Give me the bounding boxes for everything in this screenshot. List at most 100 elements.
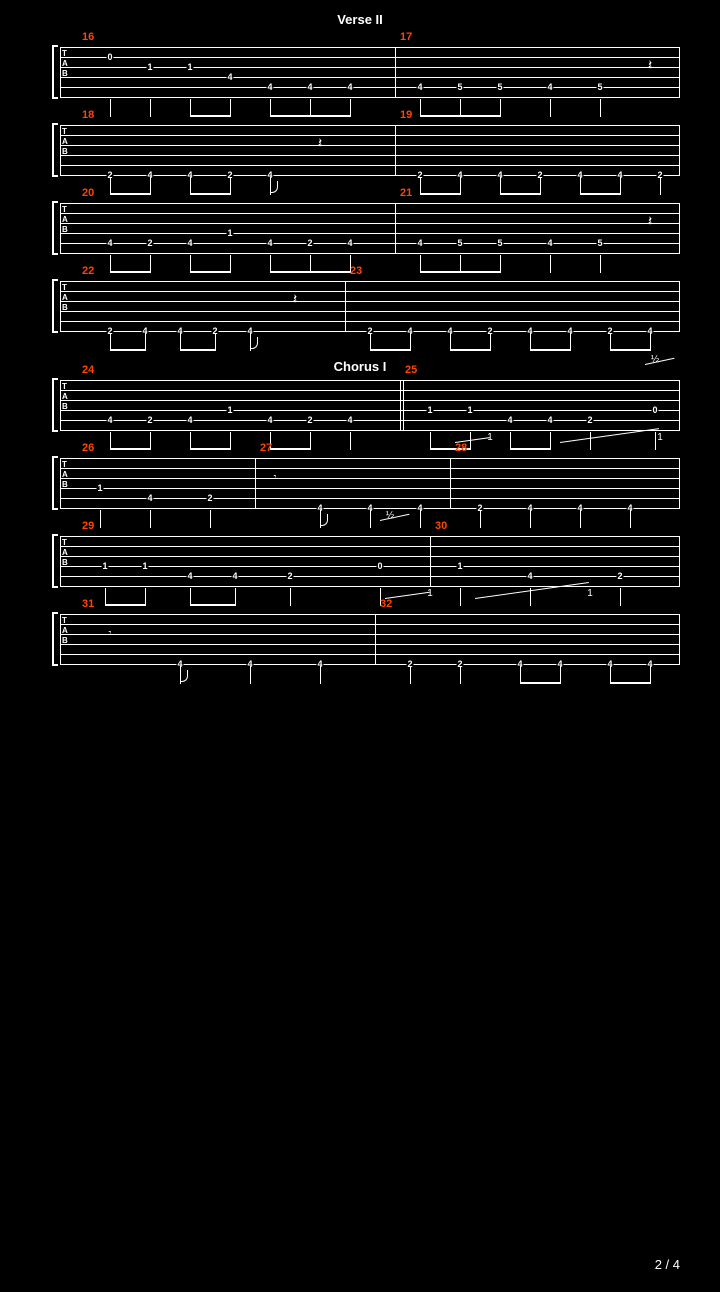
note-stem	[310, 432, 311, 450]
section-title: Chorus I	[0, 359, 720, 374]
barline	[375, 614, 376, 664]
measure-number: 27	[260, 442, 272, 454]
note-stem	[500, 255, 501, 273]
tab-note: 2	[306, 415, 313, 425]
beam	[190, 193, 230, 195]
tab-note: 4	[146, 493, 153, 503]
beam	[110, 448, 150, 450]
tab-note: 1	[426, 405, 433, 415]
note-stem	[100, 510, 101, 528]
note-stem	[350, 432, 351, 450]
stem-flag	[180, 670, 188, 682]
barline	[395, 125, 396, 175]
stem-flag	[250, 337, 258, 349]
measure-number: 28	[455, 442, 467, 454]
note-stem	[150, 510, 151, 528]
tab-staff: TAB2042414242145545𝄽	[60, 203, 680, 253]
staff-bracket	[52, 279, 58, 333]
rest: 𝄽	[318, 135, 322, 152]
stem-flag	[320, 514, 328, 526]
note-stem	[420, 510, 421, 528]
tab-note: 0	[106, 52, 113, 62]
beam	[110, 349, 145, 351]
beam	[580, 193, 620, 195]
note-stem	[590, 432, 591, 450]
beam	[270, 271, 310, 273]
note-stem	[150, 255, 151, 273]
beam	[190, 115, 230, 117]
beam	[310, 271, 350, 273]
tab-note: 2	[306, 238, 313, 248]
measure-number: 29	[82, 520, 94, 532]
tab-clef: TAB	[62, 205, 68, 235]
tab-staff: TAB1824424𝄽192442442	[60, 125, 680, 175]
note-stem	[630, 510, 631, 528]
barline	[679, 614, 680, 664]
tab-note: 4	[106, 238, 113, 248]
note-stem	[150, 432, 151, 450]
barline	[679, 380, 680, 430]
tab-note: 5	[456, 82, 463, 92]
tab-clef: TAB	[62, 460, 68, 490]
tab-note: 1	[101, 561, 108, 571]
beam	[190, 448, 230, 450]
barline	[430, 536, 431, 586]
note-stem	[320, 666, 321, 684]
section-title: Verse II	[0, 12, 720, 27]
tab-note: 1	[226, 228, 233, 238]
slide-line	[380, 514, 410, 521]
tab-note: 4	[346, 82, 353, 92]
staff-bracket	[52, 378, 58, 432]
tab-note: 1	[146, 62, 153, 72]
tab-note: 4	[546, 82, 553, 92]
tab-staff: TAB1601144441745545𝄽	[60, 47, 680, 97]
beam	[420, 115, 460, 117]
note-stem	[500, 99, 501, 117]
note-stem	[470, 432, 471, 450]
note-stem	[410, 666, 411, 684]
beam	[420, 271, 460, 273]
page-number: 2 / 4	[655, 1257, 680, 1272]
barline	[450, 458, 451, 508]
bend-annotation: 1	[587, 588, 593, 599]
barline	[679, 47, 680, 97]
beam	[460, 271, 500, 273]
tab-note: 4	[186, 571, 193, 581]
note-stem	[620, 588, 621, 606]
note-stem	[620, 177, 621, 195]
barline	[395, 47, 396, 97]
tab-clef: TAB	[62, 49, 68, 79]
barline	[60, 536, 61, 586]
note-stem	[530, 510, 531, 528]
beam	[270, 448, 310, 450]
measure-number: 32	[380, 598, 392, 610]
barline	[345, 281, 346, 331]
beam	[520, 682, 560, 684]
tab-note: 2	[286, 571, 293, 581]
beam	[270, 115, 310, 117]
barline	[60, 458, 61, 508]
tab-note: 1	[466, 405, 473, 415]
measure-number: 20	[82, 187, 94, 199]
tab-staff: TAB2614227444𝄾282444	[60, 458, 680, 508]
beam	[110, 193, 150, 195]
note-stem	[560, 666, 561, 684]
tab-note: 2	[586, 415, 593, 425]
note-stem	[540, 177, 541, 195]
barline	[679, 458, 680, 508]
rest: 𝄾	[109, 628, 112, 641]
tab-note: 1	[186, 62, 193, 72]
measure-number: 17	[400, 31, 412, 43]
tab-note: 4	[266, 415, 273, 425]
barline	[400, 380, 401, 430]
note-stem	[480, 510, 481, 528]
note-stem	[145, 588, 146, 606]
beam	[190, 604, 235, 606]
staff-row: TAB1824424𝄽192442442	[60, 125, 680, 175]
tab-clef: TAB	[62, 283, 68, 313]
note-stem	[580, 510, 581, 528]
barline	[679, 281, 680, 331]
measure-number: 25	[405, 364, 417, 376]
rest: 𝄽	[648, 57, 652, 74]
tab-note: 4	[506, 415, 513, 425]
